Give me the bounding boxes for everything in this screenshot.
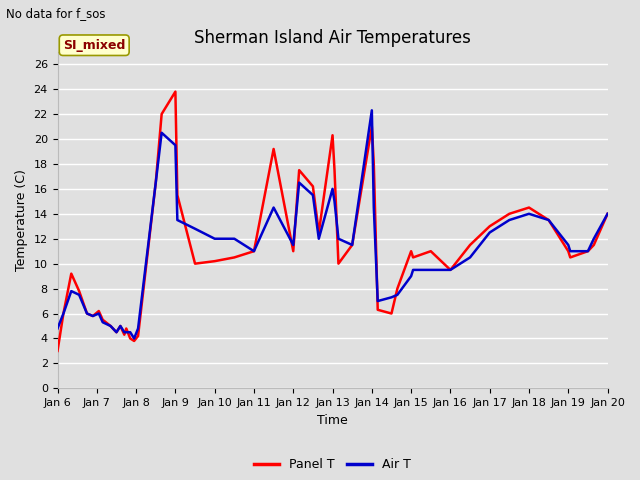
Air T <box>374 298 381 304</box>
Air T <box>604 211 611 216</box>
Air T <box>368 108 376 113</box>
Panel T <box>348 242 356 248</box>
Panel T <box>604 211 611 216</box>
Line: Air T: Air T <box>58 110 607 338</box>
Text: SI_mixed: SI_mixed <box>63 39 125 52</box>
Line: Panel T: Panel T <box>58 92 607 351</box>
Title: Sherman Island Air Temperatures: Sherman Island Air Temperatures <box>194 29 471 48</box>
Air T <box>54 325 61 331</box>
Air T <box>289 242 297 248</box>
Panel T <box>83 311 91 316</box>
Air T <box>83 311 91 316</box>
Text: No data for f_sos: No data for f_sos <box>6 7 106 20</box>
Panel T <box>289 248 297 254</box>
Panel T <box>173 192 181 198</box>
Air T <box>173 217 181 223</box>
Panel T <box>370 161 378 167</box>
Panel T <box>566 254 574 260</box>
X-axis label: Time: Time <box>317 414 348 427</box>
Y-axis label: Temperature (C): Temperature (C) <box>15 169 28 271</box>
Legend: Panel T, Air T: Panel T, Air T <box>249 453 416 476</box>
Air T <box>131 336 138 341</box>
Panel T <box>54 348 61 354</box>
Air T <box>315 236 323 241</box>
Panel T <box>172 89 179 95</box>
Air T <box>348 242 356 248</box>
